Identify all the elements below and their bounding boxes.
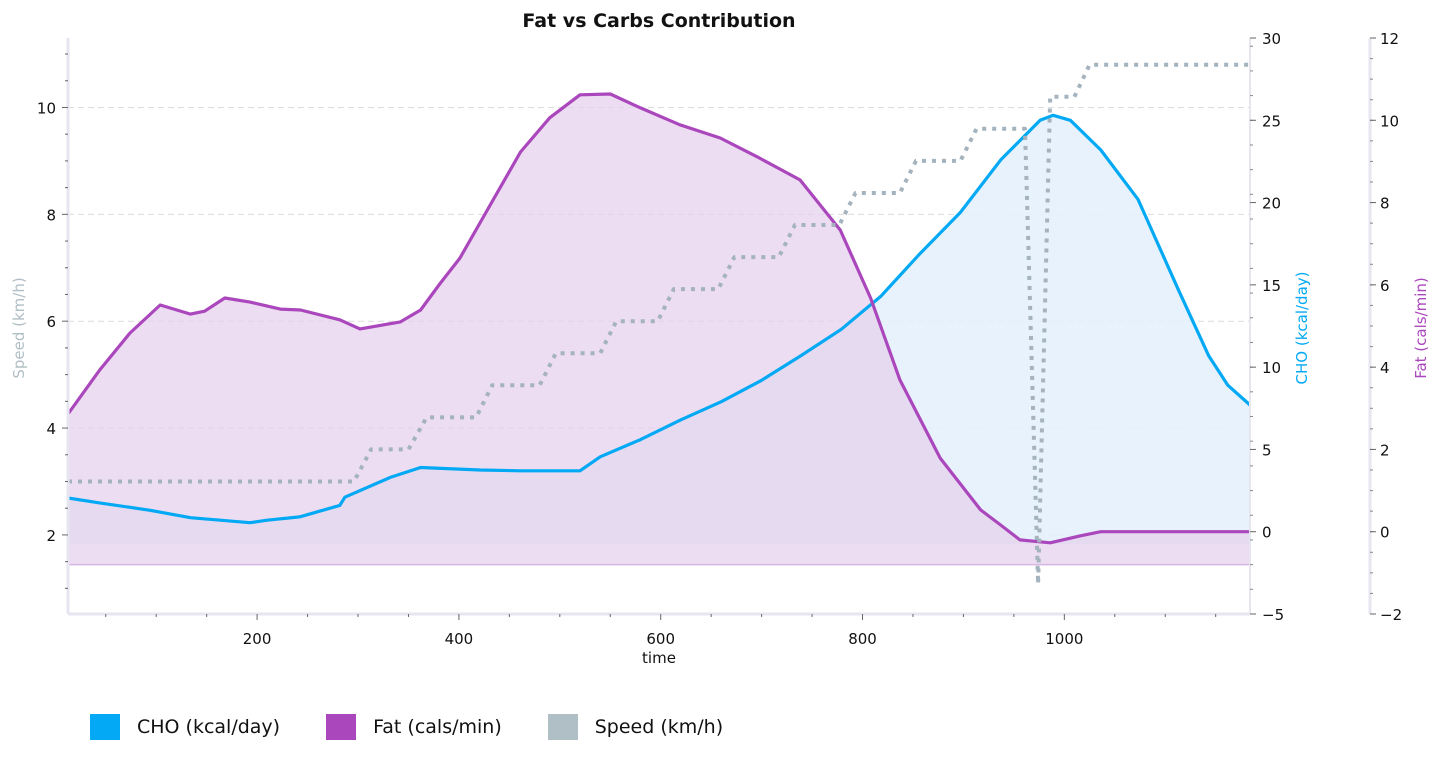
y-tick-label-fat: 6 [1380, 277, 1390, 295]
legend-label-speed: Speed (km/h) [594, 716, 724, 738]
axes: 200 400 600 800 1000 2 4 6 8 10 −5 0 5 10 15 20 25 30 −2 0 2… [37, 30, 1402, 648]
y-axis-title-speed: Speed (km/h) [10, 277, 28, 378]
y-axis-title-fat: Fat (cals/min) [1412, 277, 1430, 379]
legend-swatch-fat [326, 714, 357, 740]
y-tick-label-cho: −5 [1262, 606, 1284, 624]
x-tick-label: 1000 [1045, 630, 1083, 648]
y-tick-label-cho: 15 [1262, 277, 1281, 295]
y-tick-label-speed: 4 [46, 420, 56, 438]
x-tick-label: 200 [243, 630, 272, 648]
fill-area-fat [68, 94, 1250, 565]
legend-swatch-speed [547, 714, 578, 740]
y-tick-label-fat: −2 [1380, 606, 1402, 624]
x-tick-label: 800 [848, 630, 877, 648]
y-tick-label-cho: 25 [1262, 112, 1281, 130]
y-tick-label-fat: 8 [1380, 195, 1390, 213]
y-axis-title-cho: CHO (kcal/day) [1293, 272, 1311, 385]
x-tick-label: 400 [445, 630, 474, 648]
legend-label-fat: Fat (cals/min) [373, 716, 502, 738]
chart-title: Fat vs Carbs Contribution [522, 10, 795, 32]
series-line-fat [66, 92, 1250, 545]
y-tick-label-fat: 4 [1380, 359, 1390, 377]
series-lines [66, 62, 1252, 587]
y-tick-label-speed: 2 [46, 527, 56, 545]
legend-item-speed[interactable]: Speed (km/h) [547, 714, 724, 740]
series-fills [68, 94, 1250, 566]
legend-item-fat[interactable]: Fat (cals/min) [326, 714, 502, 740]
x-tick-label: 600 [646, 630, 675, 648]
y-tick-label-cho: 5 [1262, 441, 1272, 459]
legend: CHO (kcal/day) Fat (cals/min) Speed (km/… [90, 714, 769, 740]
legend-item-cho[interactable]: CHO (kcal/day) [90, 714, 280, 740]
y-tick-label-fat: 10 [1380, 112, 1399, 130]
legend-swatch-cho [90, 714, 120, 740]
series-line-cho [67, 113, 1252, 525]
y-tick-label-speed: 8 [46, 206, 56, 224]
y-tick-label-cho: 10 [1262, 359, 1281, 377]
y-tick-label-speed: 10 [37, 99, 56, 117]
y-tick-label-fat: 12 [1380, 30, 1399, 48]
y-tick-label-fat: 0 [1380, 524, 1390, 542]
legend-label-cho: CHO (kcal/day) [137, 716, 281, 738]
x-axis-title: time [642, 649, 676, 667]
y-tick-label-speed: 6 [46, 313, 56, 331]
y-tick-label-cho: 0 [1262, 524, 1272, 542]
y-tick-label-cho: 30 [1262, 30, 1281, 48]
y-tick-label-fat: 2 [1380, 441, 1390, 459]
y-tick-label-cho: 20 [1262, 195, 1281, 213]
fill-area-cho [68, 115, 1250, 545]
